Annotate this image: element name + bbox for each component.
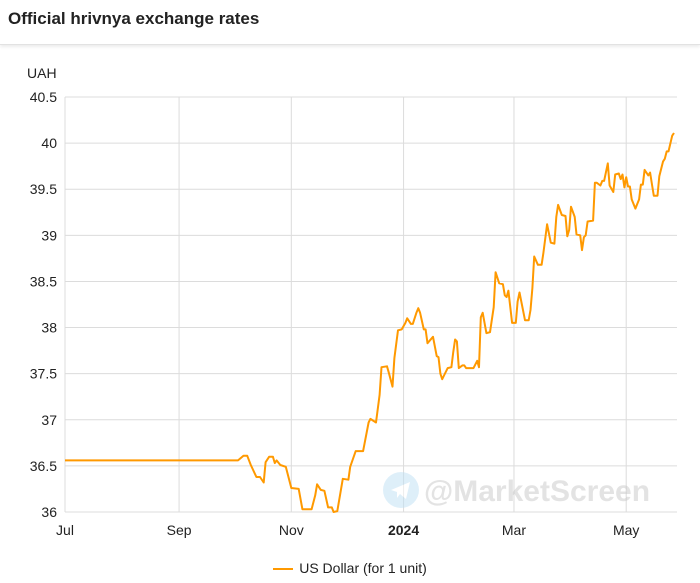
axis-ticks: 36 36.5 37 37.5 38 38.5 39 39.5 40 40.5 Jul Sep Nov 2… [30, 89, 640, 538]
telegram-plane-icon [391, 482, 410, 499]
legend[interactable]: US Dollar (for 1 unit) [0, 560, 700, 576]
y-axis-label: UAH [27, 65, 57, 81]
x-tick-label: Nov [279, 522, 304, 538]
y-tick-label: 36.5 [30, 458, 57, 474]
y-tick-label: 37 [41, 412, 57, 428]
y-tick-label: 37.5 [30, 366, 57, 382]
y-tick-label: 40.5 [30, 89, 57, 105]
watermark: @MarketScreen [383, 472, 650, 508]
legend-swatch [273, 568, 294, 571]
series-line-usd [65, 132, 675, 513]
x-tick-label: Jul [56, 522, 74, 538]
y-tick-label: 39.5 [30, 181, 57, 197]
watermark-text: @MarketScreen [424, 475, 650, 508]
y-tick-label: 38 [41, 320, 57, 336]
y-tick-label: 40 [41, 135, 57, 151]
x-tick-label: Mar [502, 522, 526, 538]
x-tick-label: Sep [167, 522, 192, 538]
page-title: Official hrivnya exchange rates [8, 9, 260, 28]
legend-label: US Dollar (for 1 unit) [299, 560, 427, 576]
header: Official hrivnya exchange rates [0, 0, 700, 45]
y-tick-label: 38.5 [30, 273, 57, 289]
y-tick-label: 36 [41, 504, 57, 520]
y-tick-label: 39 [41, 227, 57, 243]
x-tick-label: May [613, 522, 639, 538]
grid [64, 96, 677, 513]
x-tick-label: 2024 [388, 522, 419, 538]
